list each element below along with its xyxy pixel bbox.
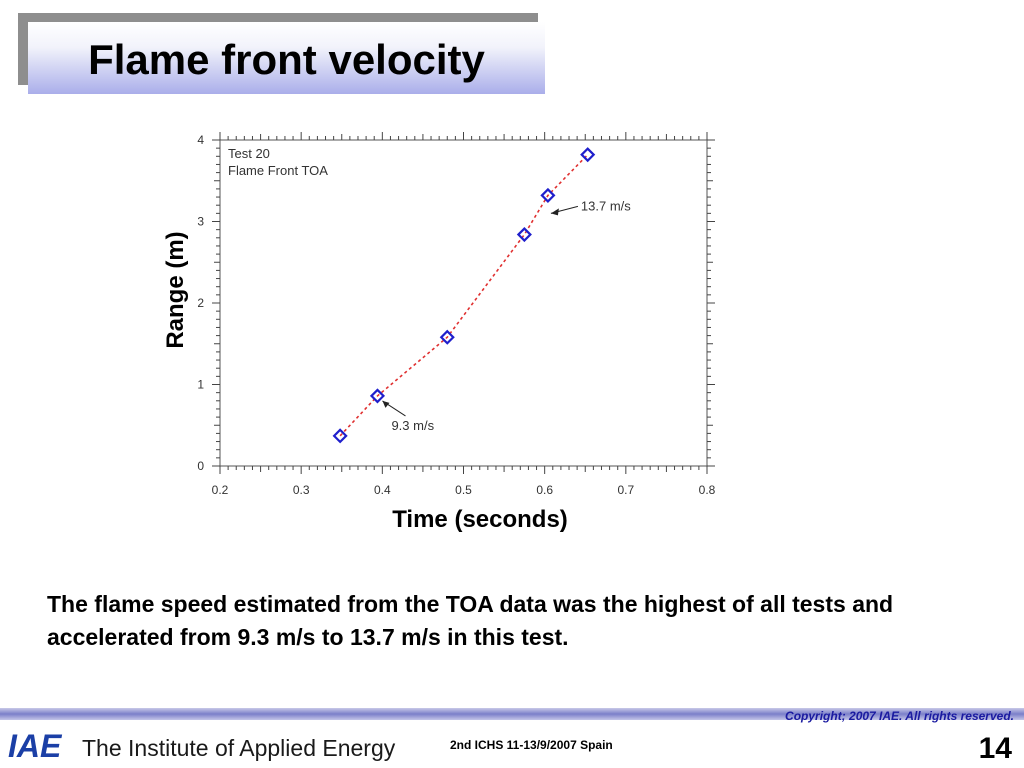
legend-line: Test 20 [228, 146, 270, 161]
range-time-chart: 0.2 0.3 0.4 0.5 0.6 0.7 0.8 0 1 2 3 4 Test 20 Flame F… [197, 132, 716, 497]
legend-line: Flame Front TOA [228, 163, 328, 178]
x-tick-label: 0.5 [455, 483, 472, 497]
slide-title: Flame front velocity [88, 36, 485, 83]
annotation-label-low: 9.3 m/s [391, 418, 434, 433]
data-point [516, 226, 532, 243]
y-tick-label: 1 [197, 378, 204, 392]
data-point [439, 329, 455, 345]
institute-name: The Institute of Applied Energy [82, 735, 396, 761]
annotation-arrowhead-low [382, 400, 390, 408]
x-tick-label: 0.2 [212, 483, 229, 497]
y-axis-label: Range (m) [162, 231, 189, 349]
y-tick-label: 0 [197, 459, 204, 473]
x-tick-label: 0.6 [536, 483, 553, 497]
data-point [369, 388, 386, 404]
x-tick-label: 0.4 [374, 483, 391, 497]
copyright-text: Copyright; 2007 IAE. All rights reserved… [785, 709, 1014, 723]
y-tick-label: 3 [197, 215, 204, 229]
plot-frame [219, 139, 708, 467]
data-point [580, 147, 596, 163]
iae-logo-text: IAE [8, 730, 63, 760]
annotation-label-high: 13.7 m/s [581, 198, 631, 213]
x-tick-label: 0.7 [617, 483, 634, 497]
data-point [540, 187, 556, 203]
x-axis-label: Time (seconds) [392, 506, 568, 533]
conference-info: 2nd ICHS 11-13/9/2007 Spain [450, 738, 613, 752]
footer-bar [0, 708, 1024, 720]
x-tick-label: 0.3 [293, 483, 310, 497]
annotation-arrowhead-high [550, 208, 559, 216]
page-number: 14 [978, 732, 1012, 765]
fit-line [339, 154, 589, 437]
title-box: Flame front velocity [28, 22, 545, 94]
data-point [332, 428, 348, 444]
x-tick-label: 0.8 [699, 483, 716, 497]
iae-logo: IAE [8, 730, 63, 760]
y-tick-label: 4 [197, 133, 204, 147]
body-text: The flame speed estimated from the TOA d… [47, 591, 894, 650]
y-tick-label: 2 [197, 296, 204, 310]
